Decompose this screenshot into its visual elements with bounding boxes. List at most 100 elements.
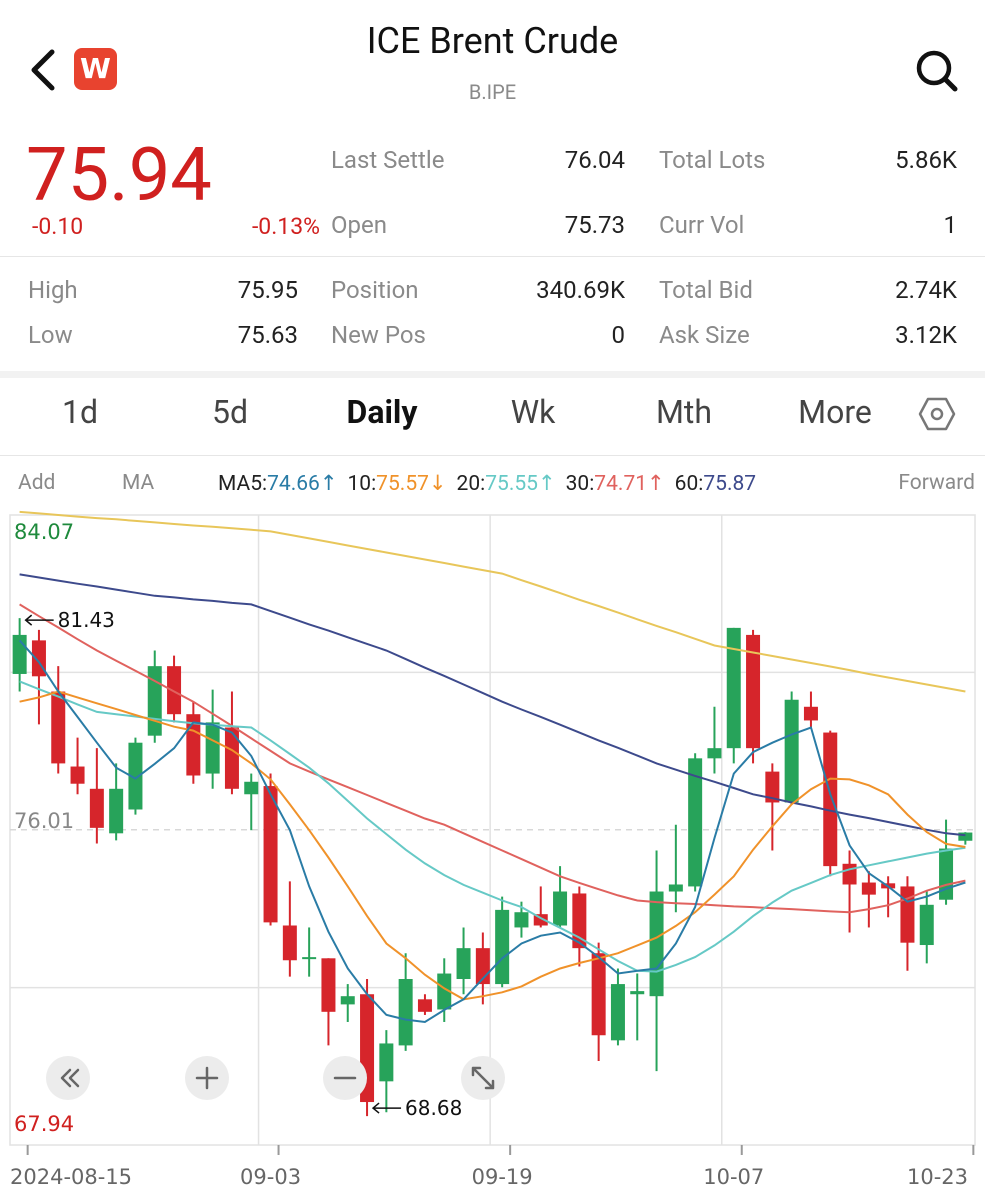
candle-body bbox=[514, 912, 529, 928]
ma-label: 60: bbox=[674, 472, 704, 496]
candle-body bbox=[89, 788, 104, 828]
app-logo bbox=[74, 48, 117, 90]
candle-body bbox=[784, 699, 799, 803]
candle-body bbox=[900, 886, 915, 943]
stat-label: Ask Size bbox=[659, 321, 750, 349]
stat-value: 1 bbox=[943, 211, 958, 239]
candle-body bbox=[842, 863, 857, 885]
candle-body bbox=[688, 758, 703, 887]
candle-body bbox=[51, 691, 66, 764]
candle-body bbox=[263, 786, 278, 923]
add-indicator[interactable]: Add bbox=[18, 471, 56, 495]
search-handle bbox=[942, 76, 958, 92]
change: -0.10 bbox=[32, 213, 84, 240]
candle-body bbox=[958, 832, 973, 841]
candle-body bbox=[861, 882, 876, 895]
ma-line bbox=[19, 680, 966, 973]
stat-label: Position bbox=[331, 276, 419, 304]
candle-body bbox=[572, 893, 587, 949]
settings-button[interactable] bbox=[918, 395, 956, 433]
section-gap bbox=[0, 371, 985, 378]
x-tick-label: 10-07 bbox=[703, 1165, 764, 1189]
annotation-label: 81.43 bbox=[58, 608, 115, 632]
tab[interactable]: More bbox=[798, 393, 872, 431]
scroll-left-button[interactable] bbox=[46, 1056, 90, 1100]
annotation-arrow bbox=[24, 614, 54, 626]
stat-value: 340.69K bbox=[536, 276, 625, 304]
ma-value: 74.66 bbox=[267, 472, 320, 496]
back-button[interactable] bbox=[31, 49, 55, 91]
ma-line bbox=[19, 510, 966, 693]
candle-body bbox=[823, 732, 838, 867]
stat-label: Total Lots bbox=[659, 146, 766, 174]
y-tick-label: 76.01 bbox=[14, 809, 74, 833]
ma-arrow: ↓ bbox=[428, 472, 447, 496]
ma-label: MA5: bbox=[218, 472, 268, 496]
stat-value: 75.63 bbox=[237, 321, 298, 349]
tab[interactable]: 5d bbox=[211, 393, 249, 431]
ma-label: 10: bbox=[347, 472, 377, 496]
stat-value: 75.73 bbox=[564, 211, 625, 239]
candle-body bbox=[167, 666, 182, 715]
ma-value: 75.87 bbox=[703, 472, 757, 496]
ma-line bbox=[19, 603, 966, 914]
candle-body bbox=[746, 634, 761, 749]
forward-toggle[interactable]: Forward bbox=[898, 471, 975, 495]
candle-body bbox=[765, 771, 780, 803]
stat-value: 76.04 bbox=[564, 146, 625, 174]
candle-body bbox=[379, 1043, 394, 1082]
search-button[interactable] bbox=[916, 50, 952, 86]
candle-body bbox=[417, 999, 432, 1012]
ma-label: 30: bbox=[565, 472, 595, 496]
candle-body bbox=[282, 925, 297, 961]
candle-body bbox=[437, 973, 452, 1010]
tab[interactable]: 1d bbox=[61, 393, 99, 431]
candle-body bbox=[495, 909, 510, 985]
stat-label: Total Bid bbox=[659, 276, 753, 304]
symbol: B.IPE bbox=[468, 80, 517, 104]
tab[interactable]: Mth bbox=[655, 393, 713, 431]
y-tick-label: 84.07 bbox=[14, 520, 74, 544]
candle-body bbox=[128, 742, 143, 810]
title: ICE Brent Crude bbox=[366, 20, 619, 62]
candle-body bbox=[340, 996, 355, 1005]
fullscreen-button-icon bbox=[471, 1066, 495, 1090]
stat-label: Last Settle bbox=[331, 146, 445, 174]
x-tick-label: 10-23 bbox=[907, 1165, 968, 1189]
zoom-in-button-icon bbox=[195, 1066, 219, 1090]
candle-body bbox=[939, 848, 954, 900]
ma-line bbox=[19, 690, 966, 1001]
candle-body bbox=[591, 953, 606, 1036]
ma-line bbox=[18, 639, 966, 1024]
tab[interactable]: Wk bbox=[510, 393, 556, 431]
tab[interactable]: Daily bbox=[346, 393, 418, 431]
y-tick-label: 67.94 bbox=[14, 1112, 74, 1136]
candle-body bbox=[707, 748, 722, 759]
candle-body bbox=[302, 957, 317, 960]
stat-value: 5.86K bbox=[895, 146, 957, 174]
scroll-left-button-icon bbox=[60, 1068, 80, 1088]
stat-label: New Pos bbox=[331, 321, 426, 349]
ma-value: 74.71 bbox=[594, 472, 648, 496]
x-tick-label: 2024-08-15 bbox=[10, 1165, 132, 1189]
candle-body bbox=[610, 984, 625, 1041]
ma-toggle[interactable]: MA bbox=[122, 471, 155, 495]
ma-arrow: ↑ bbox=[537, 472, 556, 496]
divider bbox=[0, 256, 985, 257]
header-icons: W bbox=[31, 48, 958, 92]
candle-body bbox=[726, 627, 741, 749]
ma-arrow: ↑ bbox=[647, 472, 665, 496]
candle-body bbox=[109, 788, 124, 834]
candle-body bbox=[456, 948, 471, 980]
annotation-label: 68.68 bbox=[405, 1096, 462, 1120]
candle-body bbox=[398, 979, 413, 1046]
candle-body bbox=[147, 666, 162, 736]
stat-value: 3.12K bbox=[895, 321, 957, 349]
candle-body bbox=[70, 766, 85, 784]
candle-body bbox=[224, 727, 239, 789]
ma-value: 75.57 bbox=[376, 472, 429, 496]
candle-body bbox=[919, 904, 934, 946]
candle-body bbox=[668, 884, 683, 892]
